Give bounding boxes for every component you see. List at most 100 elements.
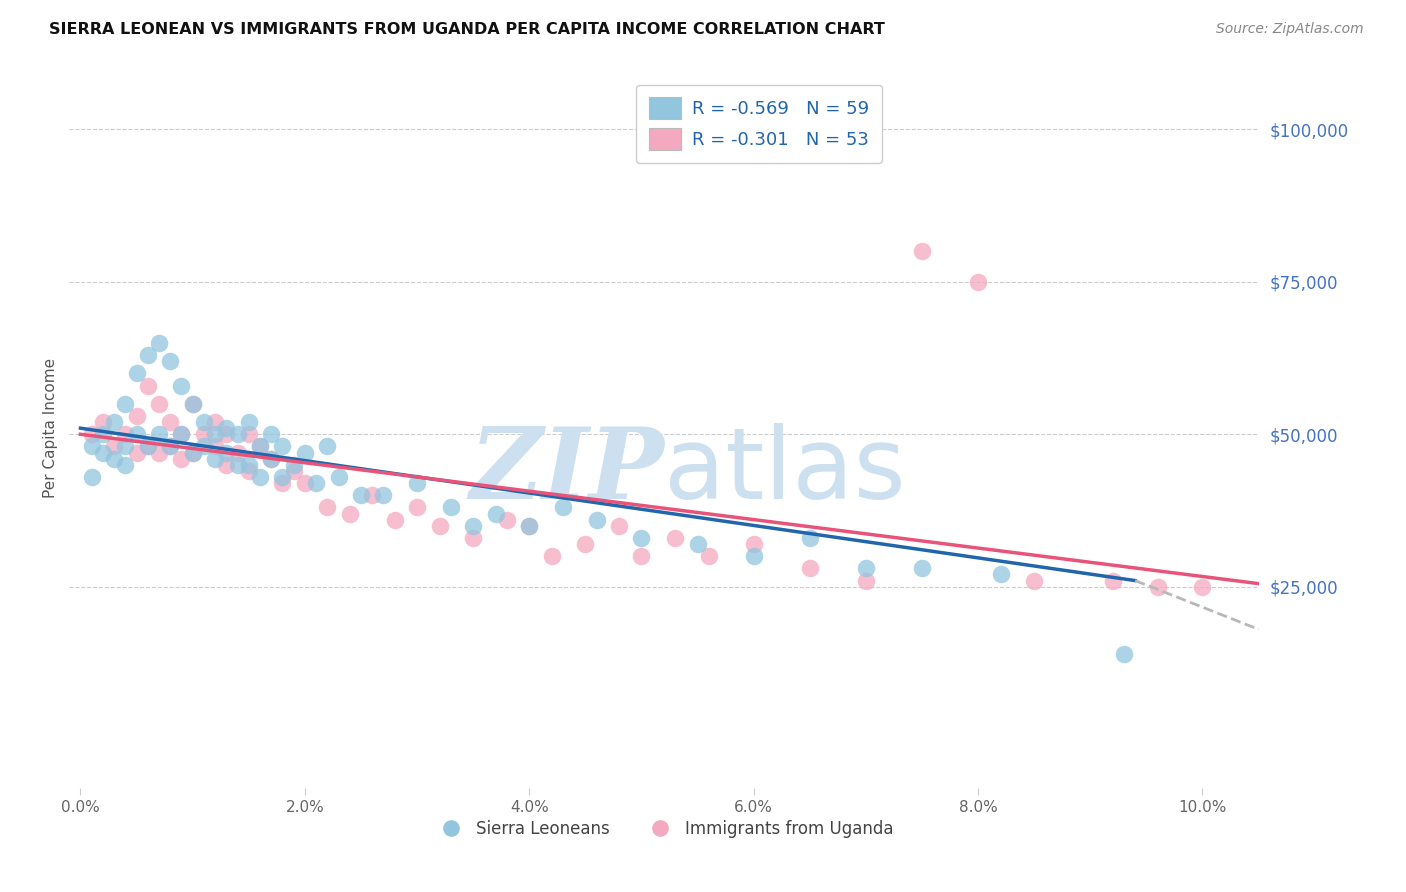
Point bbox=[495, 513, 517, 527]
Point bbox=[316, 440, 339, 454]
Point bbox=[170, 427, 193, 442]
Point bbox=[440, 500, 463, 515]
Point bbox=[91, 415, 114, 429]
Point bbox=[350, 488, 373, 502]
Point bbox=[125, 367, 148, 381]
Point bbox=[742, 537, 765, 551]
Point bbox=[517, 518, 540, 533]
Point bbox=[170, 427, 193, 442]
Point bbox=[911, 561, 934, 575]
Point bbox=[136, 348, 159, 362]
Text: Source: ZipAtlas.com: Source: ZipAtlas.com bbox=[1216, 22, 1364, 37]
Point bbox=[80, 440, 103, 454]
Point bbox=[204, 451, 226, 466]
Point bbox=[1191, 580, 1213, 594]
Point bbox=[697, 549, 720, 564]
Point bbox=[260, 427, 283, 442]
Point bbox=[406, 476, 429, 491]
Point bbox=[159, 440, 181, 454]
Point bbox=[136, 440, 159, 454]
Point bbox=[585, 513, 607, 527]
Point bbox=[271, 440, 294, 454]
Point bbox=[339, 507, 361, 521]
Point bbox=[238, 464, 260, 478]
Point bbox=[967, 275, 990, 289]
Point bbox=[204, 440, 226, 454]
Point bbox=[103, 451, 125, 466]
Point bbox=[159, 440, 181, 454]
Point bbox=[80, 470, 103, 484]
Point bbox=[855, 561, 877, 575]
Point bbox=[540, 549, 562, 564]
Point bbox=[193, 415, 215, 429]
Point bbox=[316, 500, 339, 515]
Point bbox=[226, 427, 249, 442]
Point bbox=[630, 531, 652, 545]
Point bbox=[742, 549, 765, 564]
Point bbox=[361, 488, 384, 502]
Point bbox=[607, 518, 630, 533]
Point bbox=[249, 440, 271, 454]
Point bbox=[271, 476, 294, 491]
Text: ZIP: ZIP bbox=[470, 423, 664, 519]
Point bbox=[686, 537, 709, 551]
Point bbox=[181, 445, 204, 459]
Point bbox=[990, 567, 1012, 582]
Point bbox=[181, 397, 204, 411]
Point bbox=[181, 397, 204, 411]
Point bbox=[114, 458, 136, 472]
Point bbox=[799, 531, 821, 545]
Point bbox=[463, 518, 485, 533]
Point bbox=[80, 427, 103, 442]
Point bbox=[170, 451, 193, 466]
Point bbox=[125, 445, 148, 459]
Text: SIERRA LEONEAN VS IMMIGRANTS FROM UGANDA PER CAPITA INCOME CORRELATION CHART: SIERRA LEONEAN VS IMMIGRANTS FROM UGANDA… bbox=[49, 22, 886, 37]
Y-axis label: Per Capita Income: Per Capita Income bbox=[44, 358, 58, 499]
Point bbox=[204, 427, 226, 442]
Point bbox=[238, 458, 260, 472]
Point bbox=[159, 354, 181, 368]
Point bbox=[148, 427, 170, 442]
Point bbox=[664, 531, 686, 545]
Point bbox=[215, 445, 238, 459]
Point bbox=[193, 440, 215, 454]
Point bbox=[125, 409, 148, 423]
Point bbox=[148, 335, 170, 350]
Point bbox=[103, 440, 125, 454]
Point bbox=[204, 415, 226, 429]
Point bbox=[429, 518, 451, 533]
Legend: Sierra Leoneans, Immigrants from Uganda: Sierra Leoneans, Immigrants from Uganda bbox=[427, 813, 900, 844]
Point bbox=[328, 470, 350, 484]
Point bbox=[260, 451, 283, 466]
Point bbox=[1112, 647, 1135, 661]
Point bbox=[799, 561, 821, 575]
Point bbox=[517, 518, 540, 533]
Point bbox=[215, 427, 238, 442]
Point bbox=[574, 537, 596, 551]
Text: atlas: atlas bbox=[664, 423, 905, 520]
Point bbox=[103, 415, 125, 429]
Point bbox=[911, 244, 934, 259]
Point bbox=[114, 397, 136, 411]
Point bbox=[193, 427, 215, 442]
Point bbox=[91, 427, 114, 442]
Point bbox=[226, 445, 249, 459]
Point bbox=[114, 427, 136, 442]
Point bbox=[384, 513, 406, 527]
Point bbox=[484, 507, 506, 521]
Point bbox=[294, 445, 316, 459]
Point bbox=[305, 476, 328, 491]
Point bbox=[630, 549, 652, 564]
Point bbox=[463, 531, 485, 545]
Point bbox=[148, 445, 170, 459]
Point bbox=[283, 464, 305, 478]
Point bbox=[159, 415, 181, 429]
Point bbox=[215, 458, 238, 472]
Point bbox=[114, 440, 136, 454]
Point bbox=[136, 378, 159, 392]
Point bbox=[215, 421, 238, 435]
Point bbox=[1101, 574, 1123, 588]
Point bbox=[91, 445, 114, 459]
Point bbox=[148, 397, 170, 411]
Point bbox=[260, 451, 283, 466]
